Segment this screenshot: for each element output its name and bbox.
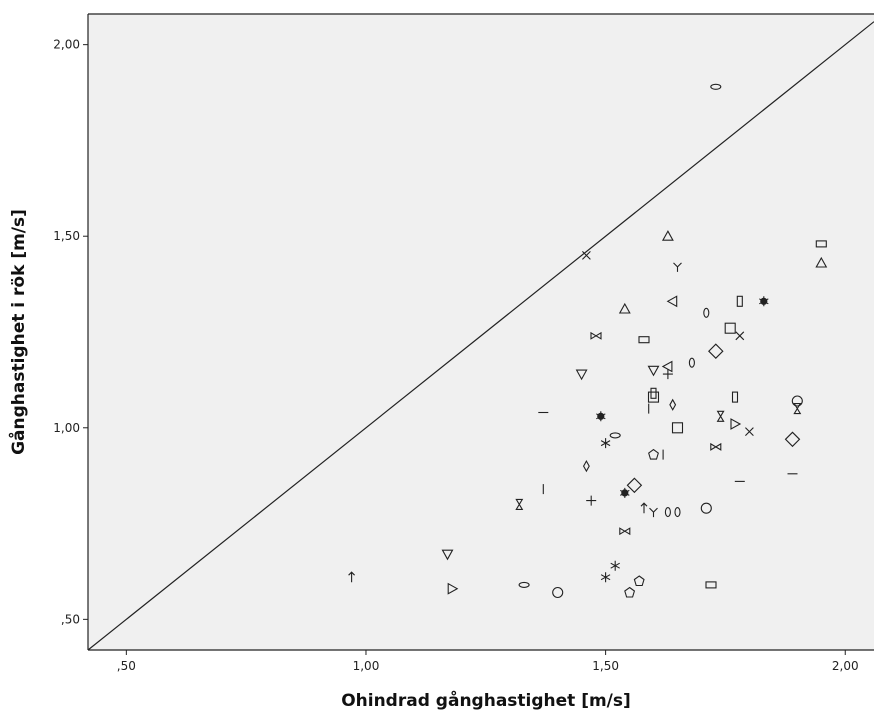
y-tick-label: ,50: [61, 612, 80, 626]
y-tick-label: 2,00: [53, 38, 80, 52]
reference-line: [87, 21, 874, 651]
data-point: [661, 230, 674, 241]
data-point: [731, 391, 739, 403]
data-point: [661, 360, 673, 373]
data-point: [688, 357, 695, 368]
data-point: [515, 498, 524, 510]
x-tick-label: 1,00: [353, 659, 380, 673]
data-point: [815, 240, 827, 248]
data-point: [620, 487, 630, 498]
plot-area: [88, 14, 874, 650]
data-point: [730, 418, 742, 430]
y-axis-title: Gånghastighet i rök [m/s]: [7, 209, 29, 455]
data-point: [700, 502, 712, 514]
data-point: [716, 410, 725, 422]
x-tick-label: 2,00: [832, 659, 859, 673]
data-point: [735, 331, 745, 341]
data-point: [600, 438, 611, 449]
data-point: [640, 502, 648, 514]
data-point: [626, 477, 643, 494]
data-point: [552, 586, 564, 599]
data-point: [710, 83, 722, 90]
data-point: [633, 575, 645, 587]
data-point: [618, 302, 631, 314]
data-point: [793, 403, 802, 415]
y-tick-label: 1,50: [53, 229, 80, 243]
x-tick-label: 1,50: [592, 659, 619, 673]
data-point: [647, 365, 660, 377]
data-point: [671, 422, 684, 434]
data-point: [745, 427, 754, 436]
data-point: [348, 571, 355, 583]
data-point: [648, 448, 659, 460]
data-point: [724, 322, 736, 334]
data-point: [649, 507, 658, 518]
data-point: [586, 495, 597, 506]
data-point: [610, 560, 620, 571]
data-point: [674, 507, 681, 518]
data-point: [708, 343, 724, 359]
data-point: [590, 331, 602, 340]
data-point: [600, 572, 611, 583]
data-point: [650, 387, 657, 399]
data-point: [596, 411, 606, 422]
data-point: [624, 586, 636, 598]
data-point: [638, 336, 650, 344]
data-point: [619, 527, 631, 536]
y-axis-ticks: ,50 1,00 1,50 2,00: [53, 38, 88, 626]
data-point: [759, 296, 769, 307]
data-point: [673, 262, 682, 272]
data-point: [815, 256, 828, 268]
reference-line-layer: [87, 21, 874, 651]
data-points: [348, 83, 828, 599]
data-point: [609, 432, 621, 439]
data-point: [705, 581, 717, 589]
x-tick-label: ,50: [117, 659, 136, 673]
data-point: [669, 398, 677, 411]
data-point: [666, 295, 678, 308]
data-point: [647, 391, 660, 403]
x-axis-ticks: ,50 1,00 1,50 2,00: [117, 650, 859, 673]
data-point: [662, 369, 673, 380]
y-tick-label: 1,00: [53, 421, 80, 435]
data-point: [736, 295, 743, 307]
data-point: [575, 369, 588, 381]
data-point: [791, 395, 803, 407]
x-axis-title: Ohindrad gånghastighet [m/s]: [341, 689, 631, 711]
data-point: [518, 581, 530, 588]
data-point: [784, 431, 801, 448]
data-point: [441, 549, 454, 561]
data-point: [703, 307, 710, 318]
data-point: [582, 251, 591, 260]
data-point: [710, 442, 722, 451]
data-point: [582, 459, 590, 473]
data-point: [664, 507, 671, 518]
data-point: [447, 582, 459, 595]
